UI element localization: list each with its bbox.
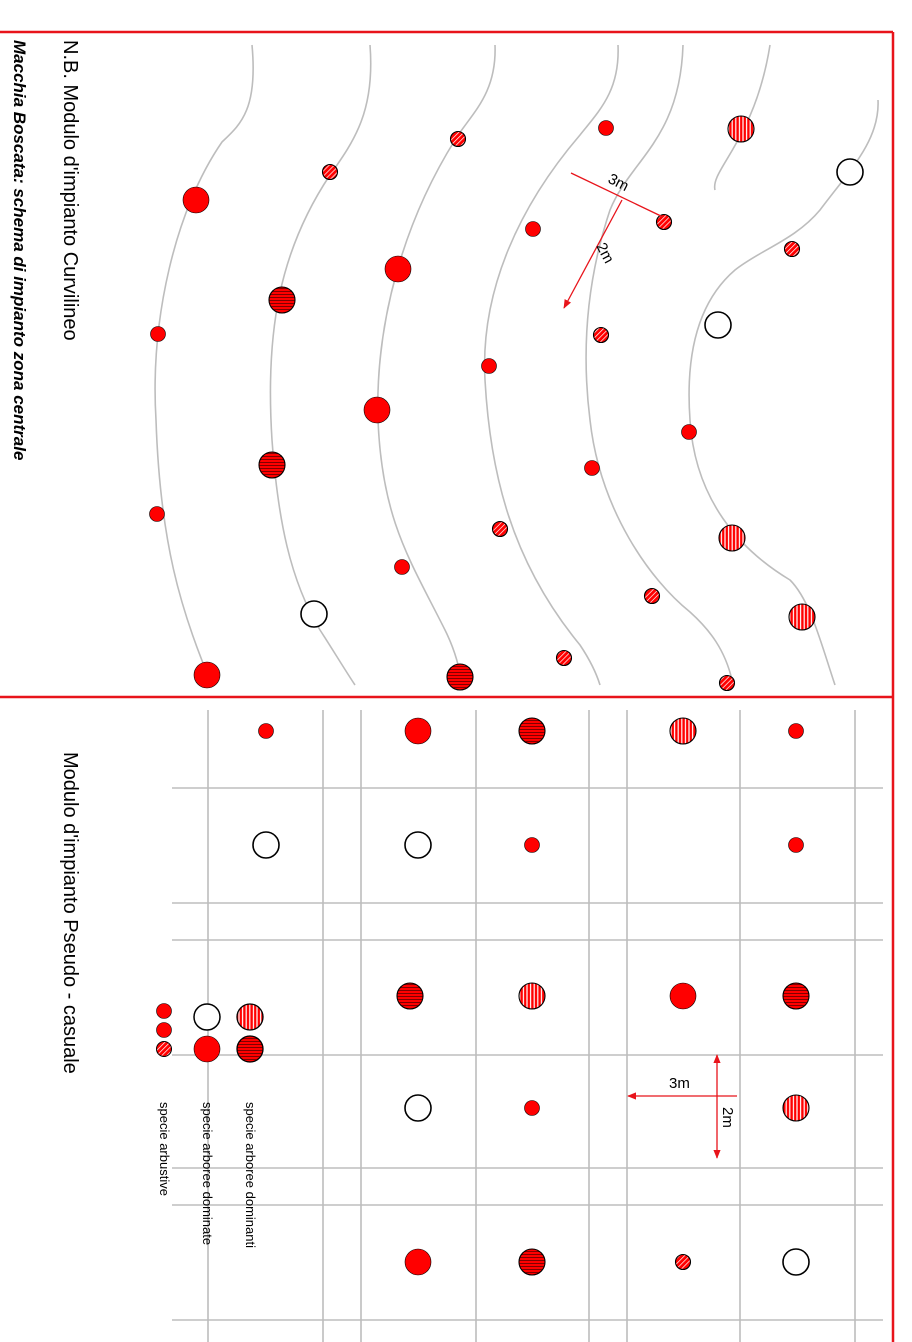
curvilinear-plant-22 — [584, 460, 600, 476]
grid-plant-4 — [669, 717, 697, 745]
curvilinear-plant-24 — [718, 674, 736, 692]
frame — [0, 30, 895, 1342]
curvilinear-module-label: N.B. Modulo d'impianto Curvilineo — [59, 40, 81, 341]
curvilinear-plant-21 — [592, 326, 610, 344]
curvilinear-plant-9 — [449, 130, 467, 148]
grid-spacing-label-b: 2m — [719, 1107, 736, 1128]
pseudo-random-module-label: Modulo d'impianto Pseudo - casuale — [59, 752, 81, 1074]
grid-plants — [252, 717, 810, 1276]
curvilinear-plant-28 — [681, 424, 697, 440]
legend-symbol-dominated-empty — [193, 1003, 221, 1031]
curvilinear-plant-12 — [394, 559, 410, 575]
legend-symbol-shrub-a — [156, 1003, 172, 1019]
grid-spacing-label-a: 3m — [669, 1075, 690, 1092]
curvilinear-plant-30 — [788, 603, 816, 631]
legend-symbol-dominated-red — [193, 1035, 221, 1063]
grid-plant-1 — [258, 723, 274, 739]
grid-plant-9 — [788, 837, 804, 853]
curvilinear-plant-20 — [655, 213, 673, 231]
grid-plant-19 — [674, 1253, 692, 1271]
curvilinear-plant-4 — [193, 661, 221, 689]
grid-plant-20 — [782, 1248, 810, 1276]
curvilinear-plant-8 — [300, 600, 328, 628]
legend: specie arboree dominanti specie arboree … — [156, 1003, 264, 1248]
curvilinear-plant-2 — [150, 326, 166, 342]
legend-label-dominated: specie arboree dominate — [200, 1102, 215, 1245]
curvilinear-plant-14 — [598, 120, 614, 136]
legend-symbol-dominant-vertical — [236, 1003, 264, 1031]
grid-plant-16 — [782, 1094, 810, 1122]
diagram-title: Macchia Boscata: schema di impianto zona… — [10, 40, 29, 460]
curvilinear-plant-6 — [268, 286, 296, 314]
legend-symbol-shrub-b — [156, 1022, 172, 1038]
curvilinear-plant-10 — [384, 255, 412, 283]
legend-label-dominant: specie arboree dominanti — [243, 1102, 258, 1248]
curvilinear-plant-27 — [704, 311, 732, 339]
grid-plant-7 — [404, 831, 432, 859]
grid-plant-15 — [524, 1100, 540, 1116]
curvilinear-plant-16 — [481, 358, 497, 374]
curvilinear-plant-7 — [258, 451, 286, 479]
grid-plant-14 — [404, 1094, 432, 1122]
grid-plant-18 — [518, 1248, 546, 1276]
curvilinear-plant-17 — [491, 520, 509, 538]
curvilinear-plant-11 — [363, 396, 391, 424]
grid-plant-17 — [404, 1248, 432, 1276]
curvilinear-plant-23 — [643, 587, 661, 605]
curvilinear-plant-19 — [727, 115, 755, 143]
dimension-lines-curvilinear: 3m 2m — [563, 170, 664, 309]
dimension-lines-grid: 3m 2m — [627, 1054, 737, 1159]
curvilinear-plant-29 — [718, 524, 746, 552]
curvilinear-plant-26 — [783, 240, 801, 258]
grid-plant-11 — [518, 982, 546, 1010]
curvilinear-plant-1 — [182, 186, 210, 214]
curvilinear-plant-5 — [321, 163, 339, 181]
grid-plant-13 — [782, 982, 810, 1010]
legend-symbol-shrub-c — [156, 1041, 172, 1057]
grid-lines — [172, 710, 883, 1342]
grid-plant-8 — [524, 837, 540, 853]
curvilinear-plant-13 — [446, 663, 474, 691]
grid-plant-10 — [396, 982, 424, 1010]
grid-plant-2 — [404, 717, 432, 745]
legend-label-shrubs: specie arbustive — [157, 1102, 172, 1196]
curvilinear-plant-25 — [836, 158, 864, 186]
grid-plant-3 — [518, 717, 546, 745]
curvilinear-plant-3 — [149, 506, 165, 522]
grid-plant-6 — [252, 831, 280, 859]
grid-plant-5 — [788, 723, 804, 739]
curvilinear-plant-15 — [525, 221, 541, 237]
curvilinear-plants — [149, 115, 864, 692]
grid-plant-12 — [669, 982, 697, 1010]
curvilinear-row-lines — [154, 44, 879, 686]
legend-symbol-dominant-horizontal — [236, 1035, 264, 1063]
curvilinear-plant-18 — [555, 649, 573, 667]
